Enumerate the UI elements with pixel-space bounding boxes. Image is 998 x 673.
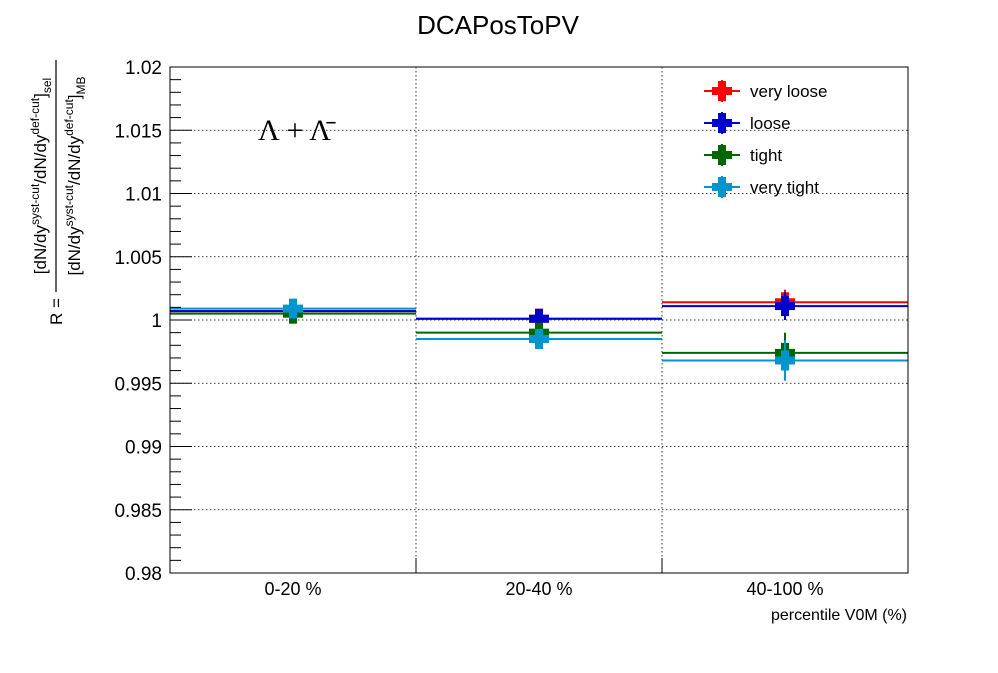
legend-label: very tight [750,178,819,197]
data-point [529,328,549,349]
y-tick-label: 0.985 [114,501,162,522]
particle-annotation: Λ + Λ̄ [258,114,336,147]
y-tick-label: 0.995 [114,374,162,395]
data-point-hbar [775,356,795,365]
legend-label: tight [750,146,782,165]
legend-marker-h [712,119,732,127]
y-axis: 0.98 0.985 0.99 0.995 1 1.005 1.01 1.015 1.02 [114,58,192,585]
data-point [775,350,795,371]
y-axis-label-numerator: [dN/dysyst-cut/dN/dydef-cut]sel [28,78,54,274]
legend-marker-h [712,87,732,95]
y-axis-label-prefix: R = [47,298,66,325]
y-axis-label-denominator: [dN/dysyst-cut/dN/dydef-cut]MB [62,76,88,275]
x-tick-label: 40-100 % [746,579,823,599]
y-tick-label: 0.99 [125,438,162,459]
x-tick-label: 20-40 % [505,579,572,599]
data-point-hbar [283,304,303,313]
y-tick-label: 1.015 [114,121,162,142]
y-tick-label: 1.01 [125,185,162,206]
y-tick-label: 1 [151,311,162,332]
legend-entry: tight [704,144,782,166]
y-tick-label: 1.005 [114,248,162,269]
y-tick-label: 1.02 [125,58,162,79]
data-point [529,308,549,329]
legend-marker-h [712,151,732,159]
data-point-hbar [529,314,549,323]
legend-entry: very loose [704,80,827,102]
x-axis: 0-20 % 20-40 % 40-100 % [264,558,824,599]
chart-title: DCAPosToPV [417,10,579,40]
y-tick-label: 0.98 [125,564,162,585]
data-point [775,296,795,317]
legend-label: very loose [750,82,827,101]
legend-entry: loose [704,112,791,134]
legend: very loose loose tight very tight [704,80,827,198]
x-tick-label: 0-20 % [264,579,321,599]
y-axis-label: R = [dN/dysyst-cut/dN/dydef-cut]sel [dN/… [28,60,88,325]
legend-label: loose [750,114,791,133]
legend-entry: very tight [704,176,819,198]
x-axis-label: percentile V0M (%) [771,607,907,624]
data-point-hbar [775,302,795,311]
legend-marker-h [712,183,732,191]
data-point-hbar [529,334,549,343]
series-markers [283,289,795,381]
data-point [283,298,303,319]
